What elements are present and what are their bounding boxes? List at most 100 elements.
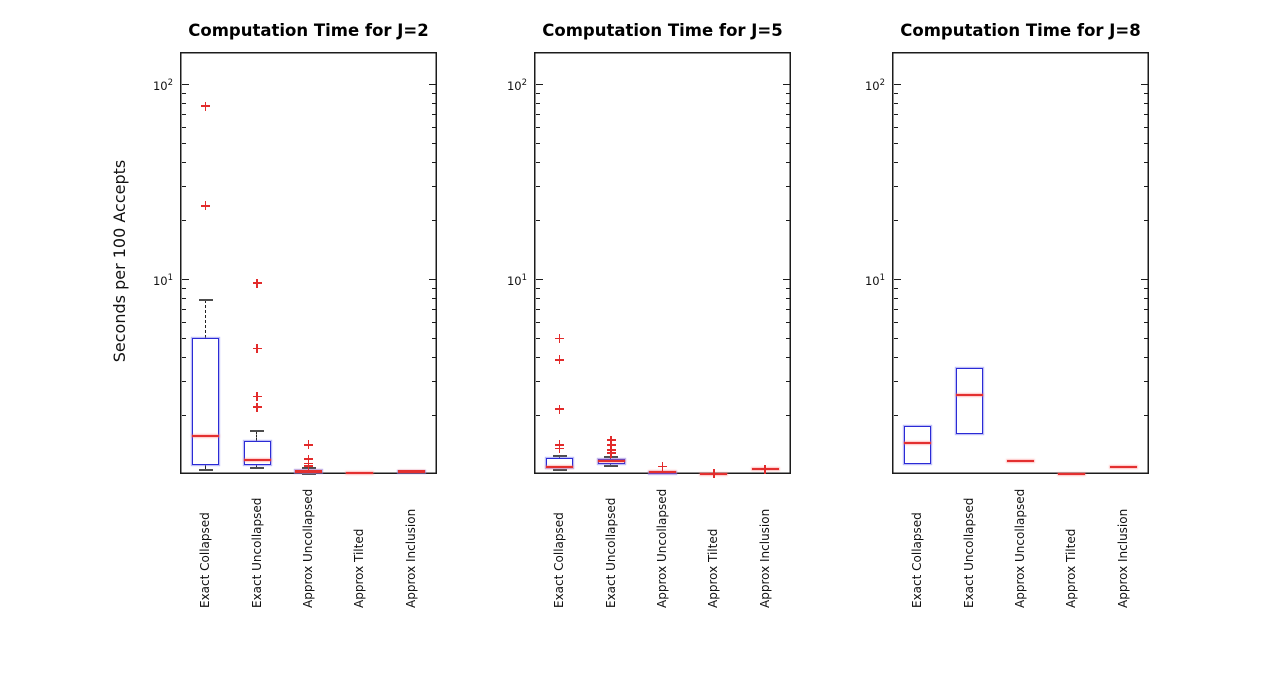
median-line (649, 471, 676, 474)
y-minor-tick (181, 337, 186, 339)
outlier-marker (555, 440, 565, 450)
y-minor-tick (1143, 287, 1148, 290)
y-tick-label: 101 (152, 273, 173, 288)
y-minor-tick (893, 186, 898, 188)
x-tick-label: Approx Uncollapsed (301, 488, 315, 608)
y-major-tick (181, 84, 189, 86)
y-minor-tick (431, 381, 436, 383)
median-line (397, 470, 425, 473)
y-minor-tick (181, 220, 186, 222)
whisker (204, 300, 206, 338)
outlier-marker (555, 404, 565, 414)
y-minor-tick (431, 102, 436, 105)
y-minor-tick (431, 220, 436, 222)
y-minor-tick (1143, 142, 1148, 144)
y-minor-tick (431, 415, 436, 417)
y-minor-tick (785, 142, 790, 144)
whisker-cap (250, 430, 265, 433)
outlier-marker (201, 201, 211, 211)
subplot-title: Computation Time for J=8 (900, 21, 1141, 40)
y-minor-tick (893, 142, 898, 144)
y-major-tick (1140, 279, 1148, 281)
y-minor-tick (1143, 415, 1148, 417)
y-minor-tick (785, 186, 790, 188)
outlier-marker (606, 440, 616, 450)
outlier-marker (760, 464, 770, 474)
y-minor-tick (431, 127, 436, 129)
box (243, 440, 271, 466)
plot-area-j8: Computation Time for J=8 101 102 Exact Col… (865, 21, 1149, 608)
y-minor-tick (1143, 337, 1148, 339)
whisker-cap (604, 464, 619, 467)
y-minor-tick (893, 287, 898, 290)
y-minor-tick (1143, 220, 1148, 222)
y-minor-tick (893, 309, 898, 311)
outlier-marker (252, 344, 262, 353)
y-minor-tick (785, 220, 790, 222)
y-minor-tick (785, 415, 790, 417)
y-major-tick (893, 279, 901, 281)
x-tick-label: Exact Uncollapsed (603, 497, 618, 608)
y-minor-tick (535, 161, 540, 163)
y-major-tick (782, 279, 790, 281)
x-tick-label: Approx Tilted (1064, 528, 1079, 608)
outlier-marker (606, 435, 616, 445)
y-minor-tick (785, 114, 790, 116)
y-minor-tick (1143, 186, 1148, 188)
y-minor-tick (181, 142, 186, 144)
y-minor-tick (535, 127, 540, 129)
median-line (295, 470, 322, 473)
x-tick-label: Approx Inclusion (403, 508, 418, 608)
y-minor-tick (181, 381, 186, 383)
y-major-tick (1140, 84, 1148, 86)
y-minor-tick (181, 127, 186, 129)
y-minor-tick (893, 102, 898, 105)
y-minor-tick (431, 186, 436, 188)
y-minor-tick (431, 92, 436, 95)
y-major-tick (535, 279, 543, 281)
outlier-marker (555, 355, 565, 365)
y-minor-tick (1143, 322, 1148, 324)
y-minor-tick (535, 356, 540, 358)
subplot-title: Computation Time for J=2 (188, 21, 429, 40)
y-minor-tick (181, 297, 186, 300)
whisker (558, 455, 560, 458)
y-minor-tick (431, 287, 436, 290)
y-minor-tick (893, 415, 898, 417)
y-minor-tick (785, 102, 790, 105)
y-minor-tick (535, 142, 540, 144)
median-line (955, 394, 983, 397)
y-minor-tick (431, 356, 436, 358)
whisker (256, 431, 258, 441)
y-minor-tick (535, 381, 540, 383)
y-minor-tick (181, 287, 186, 290)
y-minor-tick (535, 114, 540, 116)
plot-area-j2: Computation Time for J=2 101 102 Exact Col… (153, 21, 437, 608)
y-minor-tick (181, 114, 186, 116)
whisker-cap (301, 473, 316, 475)
y-minor-tick (785, 356, 790, 358)
y-minor-tick (785, 161, 790, 163)
y-tick-label: 102 (152, 78, 173, 93)
y-minor-tick (431, 309, 436, 311)
y-major-tick (428, 84, 436, 86)
y-minor-tick (181, 322, 186, 324)
y-minor-tick (893, 161, 898, 163)
y-minor-tick (1143, 161, 1148, 163)
median-line (243, 458, 271, 462)
y-tick-label: 101 (864, 273, 885, 288)
x-tick-label: Exact Uncollapsed (961, 497, 976, 608)
outlier-marker (252, 278, 262, 288)
y-minor-tick (431, 142, 436, 144)
y-minor-tick (1143, 127, 1148, 129)
whisker (610, 463, 612, 466)
y-minor-tick (535, 322, 540, 324)
y-minor-tick (431, 161, 436, 163)
y-minor-tick (893, 297, 898, 300)
x-tick-label: Approx Tilted (352, 528, 367, 608)
y-minor-tick (431, 114, 436, 116)
y-minor-tick (181, 186, 186, 188)
box (192, 337, 220, 466)
whisker-cap (198, 468, 213, 471)
